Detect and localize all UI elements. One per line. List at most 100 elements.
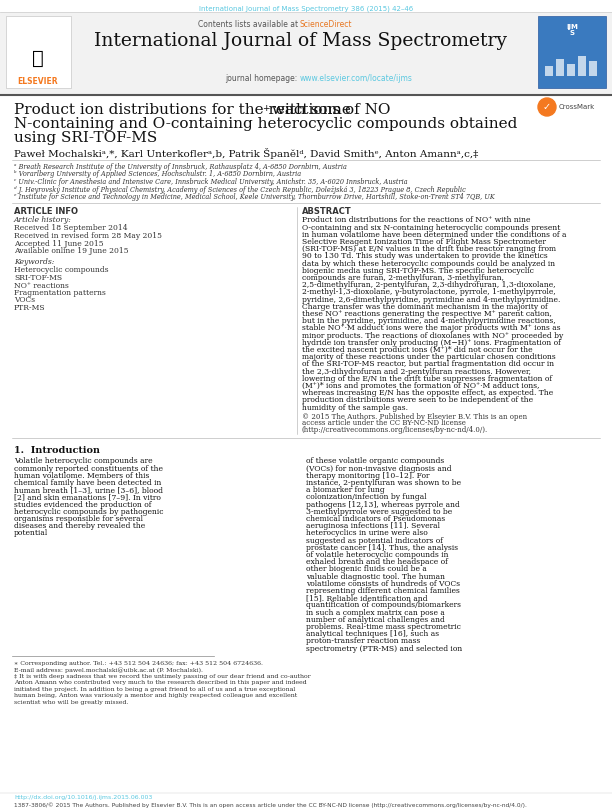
Text: in human volatilome have been determined under the conditions of a: in human volatilome have been determined… (302, 231, 567, 239)
Text: spectrometry (PTR-MS) and selected ion: spectrometry (PTR-MS) and selected ion (306, 645, 462, 653)
Text: other biogenic fluids could be a: other biogenic fluids could be a (306, 565, 427, 573)
Text: 2-methyl-1,3-dioxolane, γ-butyrolactone, pyrrole, 1-methylpyrrole,: 2-methyl-1,3-dioxolane, γ-butyrolactone,… (302, 289, 556, 297)
Text: in such a complex matrix can pose a: in such a complex matrix can pose a (306, 608, 445, 616)
Text: S: S (570, 30, 575, 36)
Text: Keywords:: Keywords: (14, 259, 54, 267)
Text: Charge transfer was the dominant mechanism in the majority of: Charge transfer was the dominant mechani… (302, 303, 548, 311)
Text: +: + (262, 104, 269, 113)
Text: Anton Amann who contributed very much to the research described in this paper an: Anton Amann who contributed very much to… (14, 680, 307, 685)
Text: CrossMark: CrossMark (559, 104, 595, 110)
Text: instance, 2-pentylfuran was shown to be: instance, 2-pentylfuran was shown to be (306, 479, 461, 487)
Text: exhaled breath and the headspace of: exhaled breath and the headspace of (306, 558, 448, 566)
Text: compounds are furan, 2-methylfuran, 3-methylfuran,: compounds are furan, 2-methylfuran, 3-me… (302, 274, 504, 282)
Text: Selective Reagent Ionization Time of Flight Mass Spectrometer: Selective Reagent Ionization Time of Fli… (302, 238, 546, 246)
Text: therapy monitoring [10–12]. For: therapy monitoring [10–12]. For (306, 472, 430, 480)
Text: access article under the CC BY-NC-ND license: access article under the CC BY-NC-ND lic… (302, 419, 466, 427)
Text: [2] and skin emanations [7–9]. In vitro: [2] and skin emanations [7–9]. In vitro (14, 493, 161, 501)
Text: IJM: IJM (566, 24, 578, 30)
Text: prostate cancer [14]. Thus, the analysis: prostate cancer [14]. Thus, the analysis (306, 544, 458, 551)
Text: ABSTRACT: ABSTRACT (302, 207, 352, 216)
Bar (6, 16, 71, 88)
Text: the 2,3-dihydrofuran and 2-pentylfuran reactions. However,: the 2,3-dihydrofuran and 2-pentylfuran r… (302, 367, 531, 375)
Text: Product ion distributions for the reactions of NO⁺ with nine: Product ion distributions for the reacti… (302, 217, 531, 225)
Text: potential: potential (14, 530, 48, 538)
Text: Heterocyclic compounds: Heterocyclic compounds (14, 267, 108, 274)
Text: International Journal of Mass Spectrometry 386 (2015) 42–46: International Journal of Mass Spectromet… (199, 6, 413, 12)
Bar (578, 56, 586, 76)
Text: majority of these reactions under the particular chosen conditions: majority of these reactions under the pa… (302, 354, 556, 361)
Bar (556, 58, 564, 76)
Text: biogenic media using SRI-TOF-MS. The specific heterocyclic: biogenic media using SRI-TOF-MS. The spe… (302, 267, 534, 275)
Text: volatilome consists of hundreds of VOCs: volatilome consists of hundreds of VOCs (306, 580, 460, 588)
Text: ‡ It is with deep sadness that we record the untimely passing of our dear friend: ‡ It is with deep sadness that we record… (14, 674, 311, 679)
Text: of volatile heterocyclic compounds in: of volatile heterocyclic compounds in (306, 551, 449, 559)
Text: ScienceDirect: ScienceDirect (300, 20, 353, 29)
Text: with some: with some (267, 103, 351, 117)
Circle shape (538, 98, 556, 116)
Text: O-containing and six N-containing heterocyclic compounds present: O-containing and six N-containing hetero… (302, 224, 561, 232)
Bar (589, 61, 597, 76)
Text: hydride ion transfer only producing (M−H)⁺ ions. Fragmentation of: hydride ion transfer only producing (M−H… (302, 339, 561, 347)
Text: minor products. The reactions of dioxolanes with NO⁺ proceeded by: minor products. The reactions of dioxola… (302, 332, 563, 340)
Text: PTR-MS: PTR-MS (14, 304, 46, 312)
Text: representing different chemical families: representing different chemical families (306, 587, 460, 595)
Text: heterocyclics in urine were also: heterocyclics in urine were also (306, 530, 428, 538)
Text: ∗ Corresponding author. Tel.: +43 512 504 24636; fax: +43 512 504 6724636.: ∗ Corresponding author. Tel.: +43 512 50… (14, 661, 263, 666)
Text: quantification of compounds/biomarkers: quantification of compounds/biomarkers (306, 602, 461, 609)
Text: diseases and thereby revealed the: diseases and thereby revealed the (14, 522, 145, 530)
Text: aeruginosa infections [11]. Several: aeruginosa infections [11]. Several (306, 522, 440, 530)
Text: a biomarker for lung: a biomarker for lung (306, 487, 385, 494)
Bar (0, 12, 612, 95)
Text: initiated the project. In addition to being a great friend to all of us and a tr: initiated the project. In addition to be… (14, 687, 296, 692)
Text: analytical techniques [16], such as: analytical techniques [16], such as (306, 630, 439, 638)
Text: http://dx.doi.org/10.1016/j.ijms.2015.06.003: http://dx.doi.org/10.1016/j.ijms.2015.06… (14, 795, 152, 800)
Text: 3-methylpyrrole were suggested to be: 3-methylpyrrole were suggested to be (306, 508, 452, 516)
Bar (545, 66, 553, 76)
Text: human volatilome. Members of this: human volatilome. Members of this (14, 472, 149, 480)
Text: but in the pyridine, pyrimidine, and 4-methylpyrimidine reactions,: but in the pyridine, pyrimidine, and 4-m… (302, 317, 556, 325)
Text: Received 18 September 2014: Received 18 September 2014 (14, 225, 128, 233)
Text: (SRI-TOF-MS) at E/N values in the drift tube reactor ranging from: (SRI-TOF-MS) at E/N values in the drift … (302, 245, 556, 253)
Text: using SRI-TOF-MS: using SRI-TOF-MS (14, 131, 157, 145)
Text: stable NO⁺·M adduct ions were the major products with M⁺ ions as: stable NO⁺·M adduct ions were the major … (302, 324, 561, 333)
Text: ✓: ✓ (543, 102, 551, 112)
Text: 🌿: 🌿 (32, 49, 44, 67)
Text: 2,5-dimethylfuran, 2-pentylfuran, 2,3-dihydrofuran, 1,3-dioxolane,: 2,5-dimethylfuran, 2-pentylfuran, 2,3-di… (302, 281, 556, 290)
Text: problems. Real-time mass spectrometric: problems. Real-time mass spectrometric (306, 623, 461, 631)
Text: © 2015 The Authors. Published by Elsevier B.V. This is an open: © 2015 The Authors. Published by Elsevie… (302, 413, 527, 421)
Text: scientist who will be greatly missed.: scientist who will be greatly missed. (14, 700, 129, 705)
Text: commonly reported constituents of the: commonly reported constituents of the (14, 465, 163, 473)
Text: human breath [1–3], urine [3–6], blood: human breath [1–3], urine [3–6], blood (14, 487, 163, 494)
Text: suggested as potential indicators of: suggested as potential indicators of (306, 537, 443, 545)
Text: of these volatile organic compounds: of these volatile organic compounds (306, 457, 444, 466)
Text: valuable diagnostic tool. The human: valuable diagnostic tool. The human (306, 573, 445, 581)
Text: ᵇ Vorarlberg University of Applied Sciences, Hochschulstr. 1, A-6850 Dornbirn, A: ᵇ Vorarlberg University of Applied Scien… (14, 170, 301, 178)
Text: (VOCs) for non-invasive diagnosis and: (VOCs) for non-invasive diagnosis and (306, 465, 452, 473)
Text: Received in revised form 28 May 2015: Received in revised form 28 May 2015 (14, 232, 162, 240)
Text: proton-transfer reaction mass: proton-transfer reaction mass (306, 637, 420, 646)
Text: chemical indicators of Pseudomonas: chemical indicators of Pseudomonas (306, 515, 446, 523)
Text: (M⁺)* ions and promotes the formation of NO⁺·M adduct ions,: (M⁺)* ions and promotes the formation of… (302, 382, 540, 390)
Text: Fragmentation patterns: Fragmentation patterns (14, 289, 106, 297)
Text: whereas increasing E/N has the opposite effect, as expected. The: whereas increasing E/N has the opposite … (302, 389, 553, 397)
Text: ᶜ Univ.-Clinic for Anesthesia and Intensive Care, Innsbruck Medical University, : ᶜ Univ.-Clinic for Anesthesia and Intens… (14, 178, 408, 186)
Text: ARTICLE INFO: ARTICLE INFO (14, 207, 78, 216)
Text: Product ion distributions for the reactions of NO: Product ion distributions for the reacti… (14, 103, 390, 117)
Text: of the SRI-TOF-MS reactor, but partial fragmentation did occur in: of the SRI-TOF-MS reactor, but partial f… (302, 361, 554, 368)
Text: (http://creativecommons.org/licenses/by-nc-nd/4.0/).: (http://creativecommons.org/licenses/by-… (302, 426, 488, 434)
Text: number of analytical challenges and: number of analytical challenges and (306, 616, 445, 624)
Text: ELSEVIER: ELSEVIER (18, 78, 58, 87)
Text: International Journal of Mass Spectrometry: International Journal of Mass Spectromet… (94, 32, 507, 50)
Text: [15]. Reliable identification and: [15]. Reliable identification and (306, 594, 428, 603)
Text: organisms responsible for several: organisms responsible for several (14, 515, 143, 523)
Text: 90 to 130 Td. This study was undertaken to provide the kinetics: 90 to 130 Td. This study was undertaken … (302, 252, 548, 260)
Text: Article history:: Article history: (14, 217, 72, 225)
Text: Paweł Mochalskiᵃ,*, Karl Unterkoflerᵃ,b, Patrik Španělᵈ, David Smithᵉ, Anton Ama: Paweł Mochalskiᵃ,*, Karl Unterkoflerᵃ,b,… (14, 148, 479, 159)
Text: Accepted 11 June 2015: Accepted 11 June 2015 (14, 239, 103, 247)
Text: human being, Anton was variously a mentor and highly respected colleague and exc: human being, Anton was variously a mento… (14, 693, 297, 698)
Bar (567, 63, 575, 76)
Text: humidity of the sample gas.: humidity of the sample gas. (302, 404, 408, 412)
Text: www.elsevier.com/locate/ijms: www.elsevier.com/locate/ijms (300, 74, 413, 83)
Bar (538, 16, 606, 88)
Text: chemical family have been detected in: chemical family have been detected in (14, 479, 162, 487)
